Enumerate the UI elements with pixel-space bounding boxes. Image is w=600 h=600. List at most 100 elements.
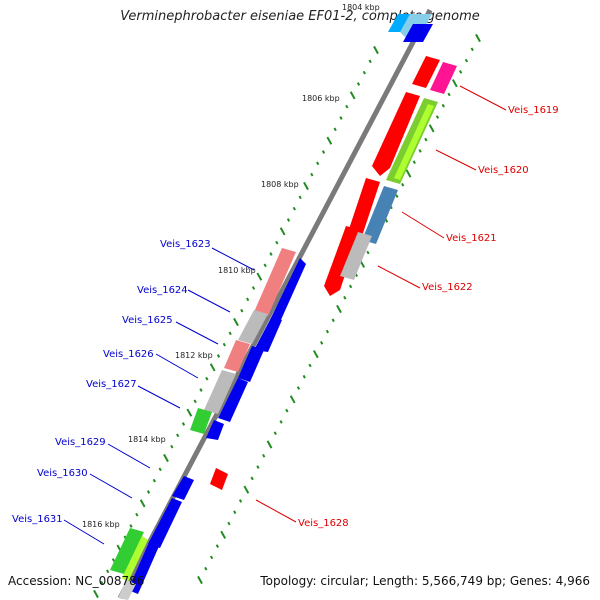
- minor-tick: [285, 408, 289, 413]
- major-tick: [163, 453, 169, 463]
- major-tick: [186, 408, 193, 417]
- major-tick: [289, 395, 296, 404]
- gene-arrow[interactable]: [270, 258, 306, 322]
- gene-arrow[interactable]: [224, 340, 250, 372]
- gene-arrow[interactable]: [340, 232, 372, 280]
- minor-tick: [464, 58, 469, 63]
- scale-label: 1806 kbp: [302, 94, 340, 103]
- accession-text: Accession: NC_008786: [8, 574, 145, 588]
- gene-arrow[interactable]: [110, 528, 144, 574]
- major-tick: [197, 575, 203, 585]
- minor-tick: [251, 286, 256, 290]
- scale-label: 1808 kbp: [261, 180, 299, 189]
- minor-tick: [181, 422, 186, 426]
- gene-arrow[interactable]: [122, 536, 148, 582]
- minor-tick: [215, 544, 219, 548]
- gene-arrow[interactable]: [238, 346, 264, 382]
- gene-label-veis-1623[interactable]: Veis_1623: [160, 239, 211, 250]
- gene-arrow[interactable]: [412, 56, 440, 88]
- minor-tick: [447, 92, 451, 97]
- minor-tick: [356, 82, 361, 86]
- gene-label-veis-1629[interactable]: Veis_1629: [55, 437, 106, 448]
- minor-tick: [412, 160, 416, 165]
- minor-tick: [262, 453, 266, 458]
- minor-tick: [292, 206, 296, 211]
- major-tick: [349, 91, 356, 100]
- topology-summary-text: Topology: circular; Length: 5,566,749 bp…: [260, 574, 590, 588]
- gene-arrow[interactable]: [210, 468, 228, 490]
- minor-tick: [246, 297, 250, 302]
- scale-label: 1814 kbp: [128, 435, 166, 444]
- gene-arrow[interactable]: [362, 186, 398, 244]
- minor-tick: [348, 284, 353, 289]
- minor-tick: [158, 467, 162, 472]
- gene-label-veis-1627[interactable]: Veis_1627: [86, 379, 137, 390]
- minor-tick: [321, 150, 326, 154]
- minor-tick: [250, 476, 254, 481]
- gene-arrow[interactable]: [148, 498, 182, 548]
- minor-tick: [325, 329, 330, 334]
- minor-tick: [263, 263, 267, 268]
- minor-tick: [316, 161, 320, 166]
- major-tick: [336, 304, 342, 314]
- major-tick: [326, 136, 333, 145]
- major-tick: [243, 485, 250, 494]
- gene-label-veis-1625[interactable]: Veis_1625: [122, 315, 173, 326]
- gene-arrow[interactable]: [254, 248, 296, 316]
- minor-tick: [135, 512, 139, 517]
- map-title: Verminephrobacter eiseniae EF01-2, compl…: [120, 9, 480, 24]
- minor-tick: [333, 127, 337, 132]
- gene-label-veis-1622[interactable]: Veis_1622: [422, 282, 473, 293]
- gene-arrow[interactable]: [254, 316, 282, 352]
- scale-label: 1812 kbp: [175, 351, 213, 360]
- minor-tick: [459, 70, 463, 74]
- scale-label: 1810 kbp: [218, 266, 256, 275]
- gene-label-veis-1631[interactable]: Veis_1631: [12, 514, 63, 525]
- minor-tick: [238, 499, 243, 503]
- gene-arrow[interactable]: [372, 92, 420, 176]
- major-tick: [451, 79, 458, 88]
- gene-arrow[interactable]: [394, 104, 434, 180]
- minor-tick: [339, 116, 343, 120]
- minor-tick: [275, 240, 279, 245]
- minor-tick: [273, 431, 277, 436]
- minor-tick: [418, 149, 422, 153]
- minor-tick: [302, 374, 306, 379]
- minor-tick: [279, 420, 283, 424]
- gene-arrow[interactable]: [206, 420, 224, 440]
- gene-arrow[interactable]: [324, 226, 360, 296]
- gene-arrow[interactable]: [190, 408, 212, 434]
- minor-tick: [111, 558, 116, 562]
- gene-arrow[interactable]: [204, 370, 236, 414]
- gene-arrow[interactable]: [238, 310, 268, 344]
- minor-tick: [216, 354, 221, 358]
- gene-arrow[interactable]: [218, 378, 248, 422]
- minor-tick: [209, 555, 214, 560]
- major-tick: [209, 363, 216, 372]
- gene-arrow[interactable]: [118, 580, 136, 600]
- gene-label-veis-1620[interactable]: Veis_1620: [478, 165, 529, 176]
- minor-tick: [269, 252, 273, 256]
- minor-tick: [435, 115, 440, 119]
- major-tick: [428, 124, 435, 133]
- minor-tick: [310, 172, 314, 177]
- major-tick: [312, 350, 319, 359]
- gene-arrow[interactable]: [430, 62, 457, 94]
- gene-arrow[interactable]: [172, 476, 194, 500]
- minor-tick: [286, 218, 291, 222]
- gene-label-veis-1619[interactable]: Veis_1619: [508, 105, 559, 116]
- gene-label-veis-1630[interactable]: Veis_1630: [37, 468, 88, 479]
- gene-arrow[interactable]: [403, 24, 433, 42]
- minor-tick: [296, 386, 301, 390]
- major-tick: [220, 530, 227, 539]
- forward-strand-genes: [210, 14, 457, 490]
- gene-label-veis-1621[interactable]: Veis_1621: [446, 233, 497, 244]
- minor-tick: [233, 510, 237, 515]
- gene-arrow[interactable]: [128, 540, 160, 594]
- gene-label-veis-1624[interactable]: Veis_1624: [137, 285, 188, 296]
- minor-tick: [320, 341, 324, 345]
- major-tick: [233, 317, 239, 327]
- gene-label-veis-1626[interactable]: Veis_1626: [103, 349, 154, 360]
- gene-label-veis-1628[interactable]: Veis_1628: [298, 518, 349, 529]
- major-tick: [373, 45, 379, 55]
